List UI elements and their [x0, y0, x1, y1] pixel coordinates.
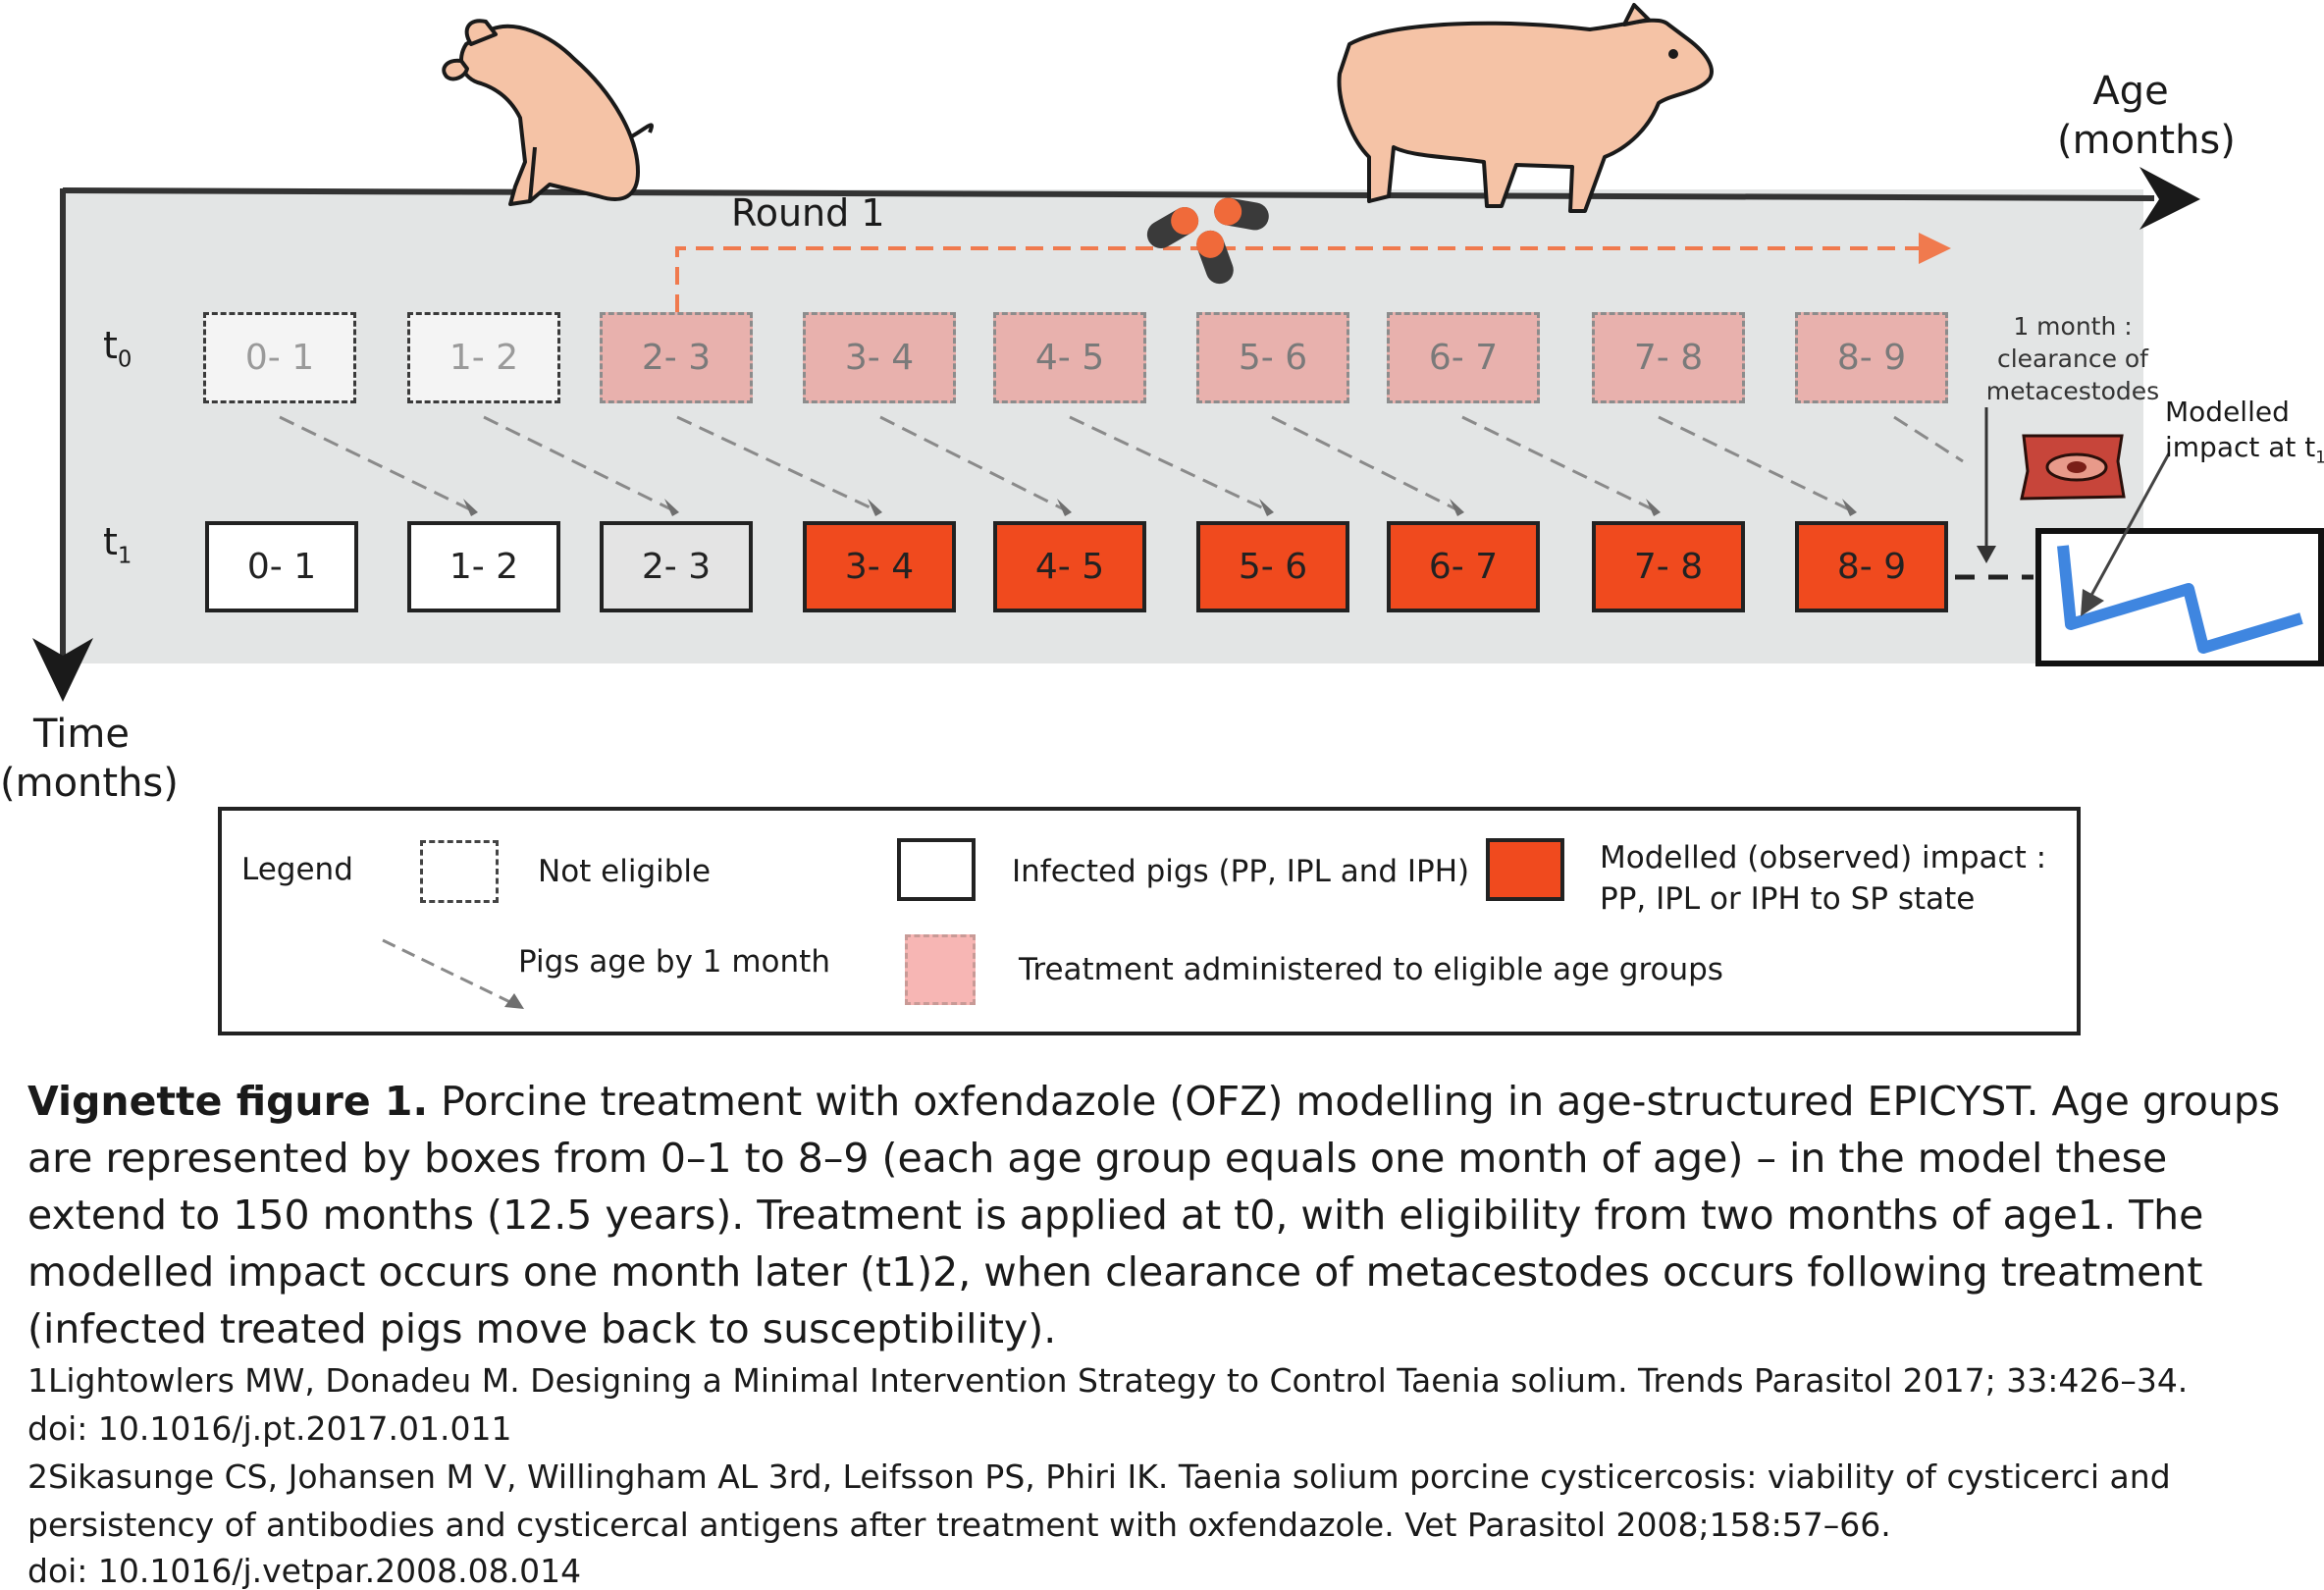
round-label: Round 1 — [731, 191, 885, 235]
age-box-t0-treated: 7- 8 — [1592, 312, 1745, 403]
aging-arrow — [1271, 415, 1463, 514]
age-box-t0-treated: 6- 7 — [1387, 312, 1540, 403]
legend-impact-line2: PP, IPL or IPH to SP state — [1600, 881, 1976, 917]
aging-arrow — [1461, 415, 1660, 514]
caption-body: Porcine treatment with oxfendazole (OFZ)… — [27, 1078, 2281, 1352]
age-box-t1-impact: 5- 6 — [1196, 521, 1349, 612]
age-box-t1-impact: 8- 9 — [1795, 521, 1948, 612]
legend-swatch-treatment — [905, 934, 976, 1005]
row-label-t0: t0 — [103, 324, 132, 373]
age-box-t1-impact: 7- 8 — [1592, 521, 1745, 612]
round-arrowhead — [1919, 233, 1951, 264]
aging-arrow — [1658, 415, 1856, 514]
pig-sitting-icon — [442, 19, 654, 206]
legend-impact-line1: Modelled (observed) impact : — [1600, 840, 2047, 875]
age-box-t1-impact: 3- 4 — [803, 521, 956, 612]
legend-swatch-not-eligible — [420, 840, 499, 903]
legend-infected: Infected pigs (PP, IPL and IPH) — [1012, 854, 1470, 889]
age-box-t0-treated: 3- 4 — [803, 312, 956, 403]
time-axis-arrowhead — [32, 638, 93, 702]
age-axis-label: Age (months) — [2057, 69, 2236, 163]
legend-not-eligible: Not eligible — [538, 854, 712, 889]
clearance-note: 1 month : clearance of metacestodes — [1985, 312, 2160, 405]
aging-arrow — [676, 415, 881, 514]
round-arrow — [675, 246, 1928, 312]
age-box-t0-not-eligible: 1- 2 — [407, 312, 560, 403]
modelled-impact-label: Modelled impact at t1 — [2165, 396, 2324, 467]
legend-swatch-impact — [1486, 838, 1564, 901]
age-axis-arrowhead — [2139, 167, 2200, 230]
aging-arrow — [1893, 415, 1964, 463]
caption-title: Vignette figure 1. — [27, 1078, 429, 1125]
age-box-t0-not-eligible: 0- 1 — [203, 312, 356, 403]
reference-1-doi: doi: 10.1016/j.pt.2017.01.011 — [27, 1409, 512, 1448]
aging-arrow — [1069, 415, 1273, 514]
legend-box: Legend Not eligible Infected pigs (PP, I… — [218, 807, 2081, 1035]
legend-title: Legend — [241, 852, 353, 887]
age-box-t0-treated: 5- 6 — [1196, 312, 1349, 403]
row-label-t1: t1 — [103, 520, 132, 569]
legend-pigs-age: Pigs age by 1 month — [518, 944, 830, 980]
age-box-t1-impact: 4- 5 — [993, 521, 1146, 612]
aging-arrow — [879, 415, 1071, 514]
legend-treatment: Treatment administered to eligible age g… — [1019, 952, 1723, 987]
reference-1: 1Lightowlers MW, Donadeu M. Designing a … — [27, 1361, 2189, 1400]
metacestode-tissue-icon — [2020, 434, 2126, 501]
pig-standing-icon — [1337, 3, 1714, 213]
age-box-t0-treated: 4- 5 — [993, 312, 1146, 403]
reference-2: 2Sikasunge CS, Johansen M V, Willingham … — [27, 1458, 2171, 1496]
reference-2-doi: doi: 10.1016/j.vetpar.2008.08.014 — [27, 1552, 582, 1590]
age-box-t1-impact: 6- 7 — [1387, 521, 1540, 612]
aging-arrow — [279, 415, 477, 514]
age-box-t1-infected: 1- 2 — [407, 521, 560, 612]
reference-2-cont: persistency of antibodies and cysticerca… — [27, 1506, 1891, 1544]
time-axis-label: Time (months) — [0, 712, 179, 806]
age-box-t1-infected: 0- 1 — [205, 521, 358, 612]
age-box-t0-treated: 2- 3 — [600, 312, 753, 403]
pill-capsules-icon — [1146, 197, 1269, 285]
age-axis — [62, 187, 2155, 201]
age-box-t1-infected: 2- 3 — [600, 521, 753, 612]
figure-caption: Vignette figure 1. Porcine treatment wit… — [27, 1073, 2314, 1357]
legend-aging-arrow — [382, 938, 524, 1009]
age-box-t0-treated: 8- 9 — [1795, 312, 1948, 403]
legend-swatch-infected — [897, 838, 976, 901]
aging-arrow — [483, 415, 678, 514]
impact-graph-icon — [2035, 452, 2324, 666]
